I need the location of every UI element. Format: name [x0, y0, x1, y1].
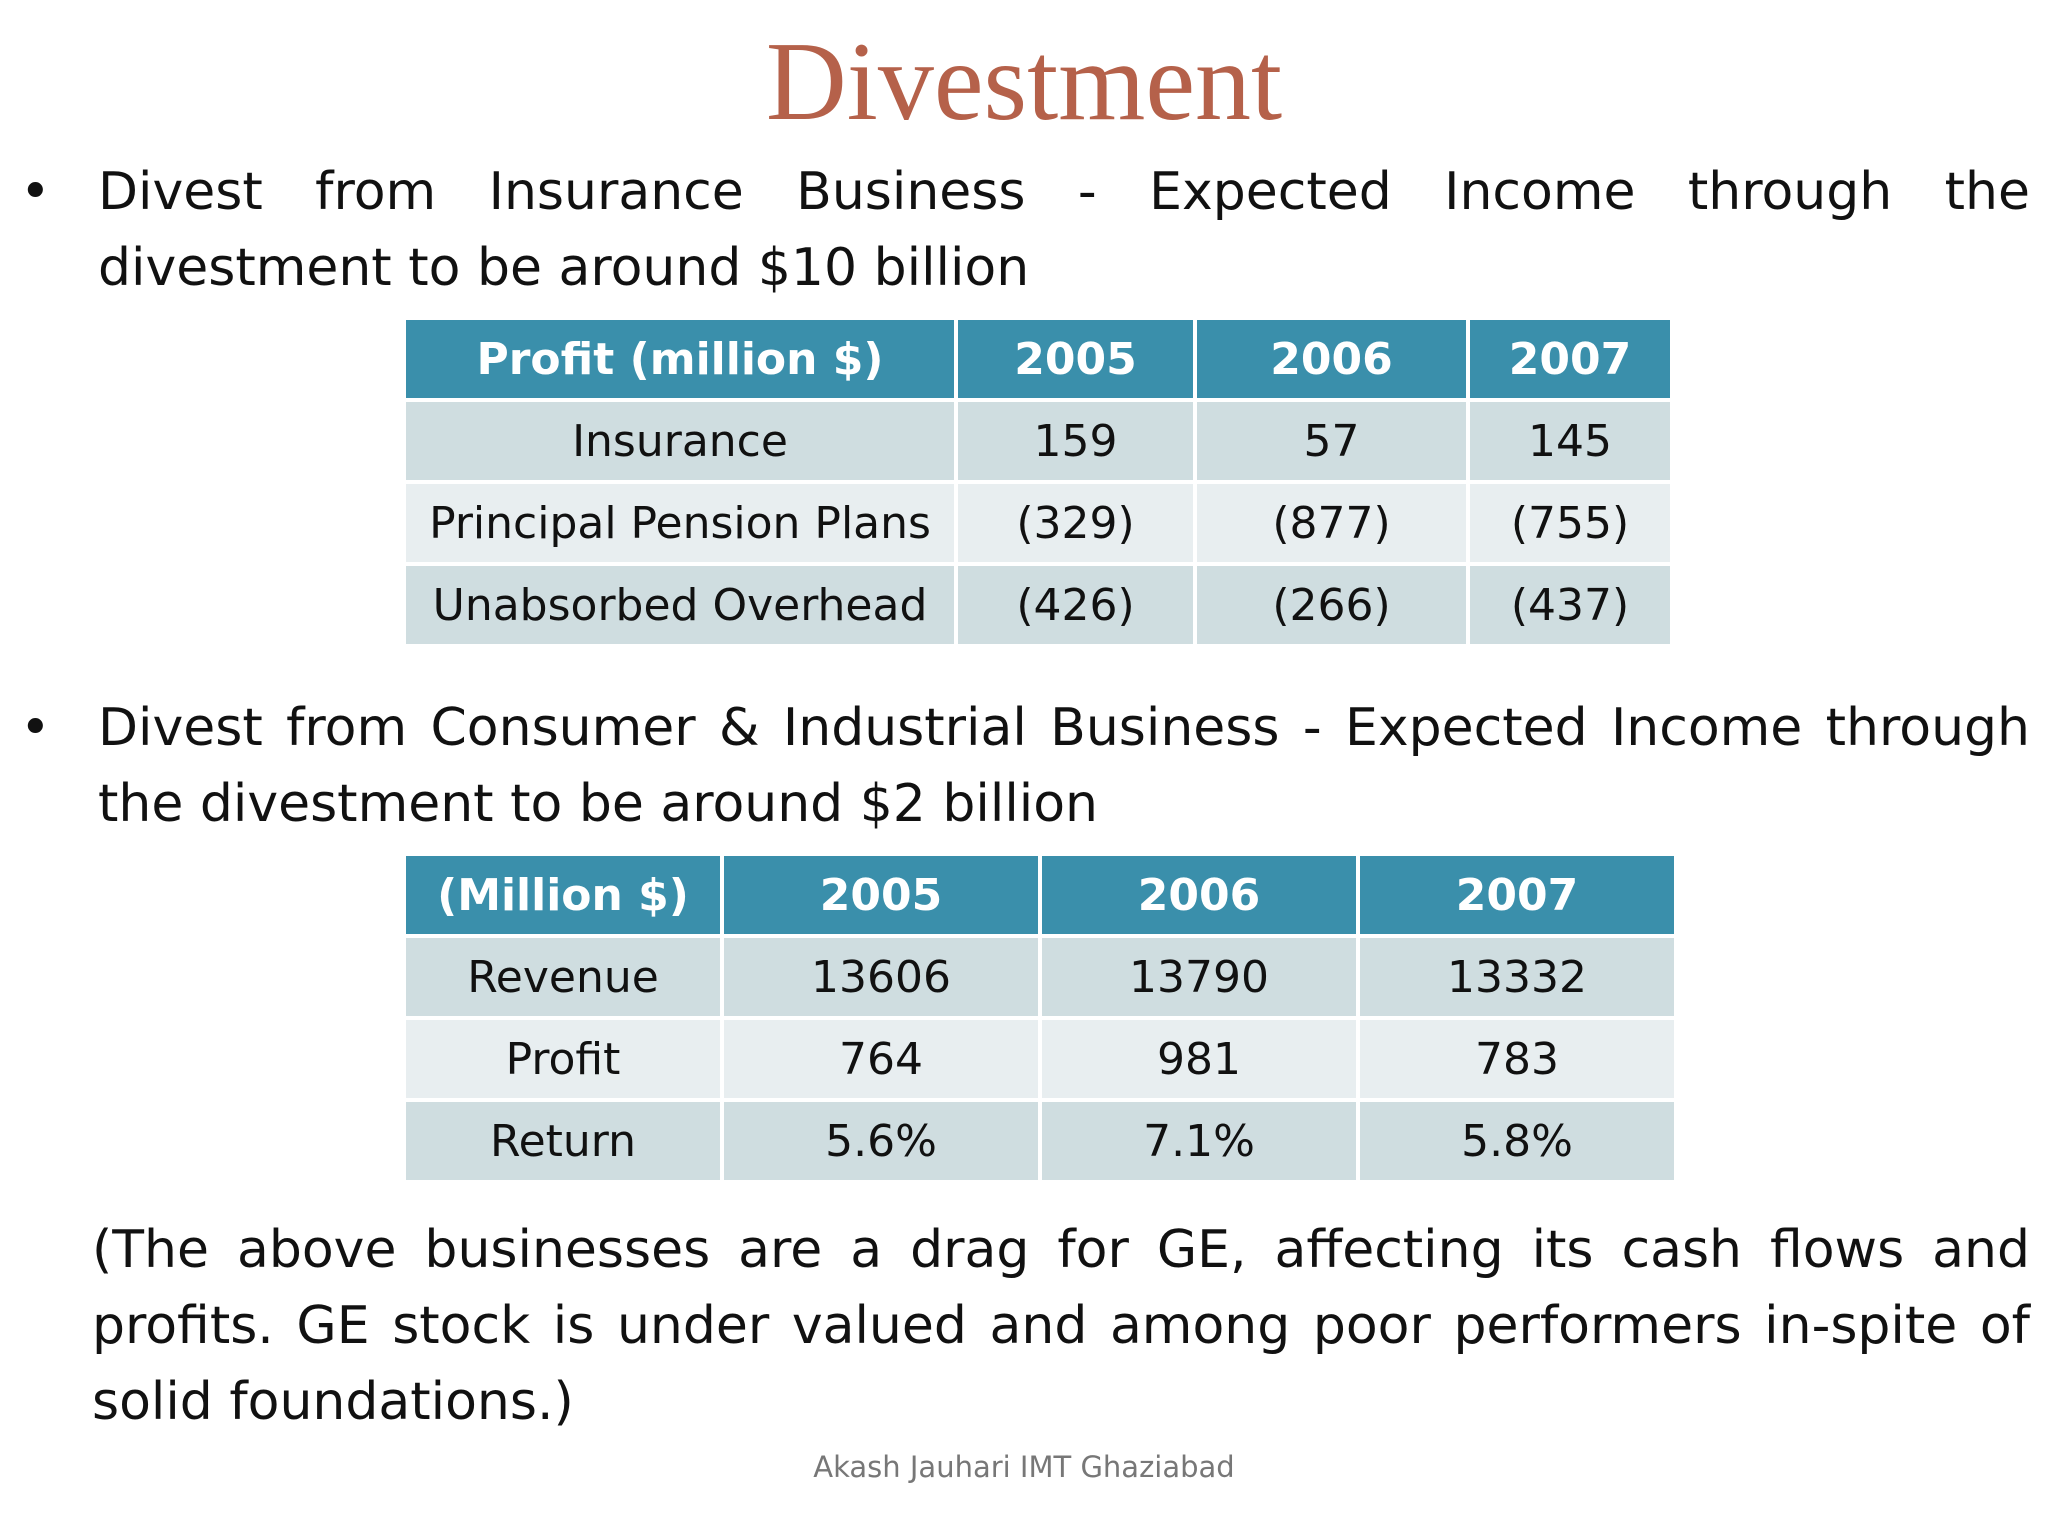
table-cell: Return	[406, 1102, 720, 1180]
insurance-profit-table: Profit (million $) 2005 2006 2007 Insura…	[402, 316, 1674, 648]
table-header-row: Profit (million $) 2005 2006 2007	[406, 320, 1670, 398]
table-cell: 5.6%	[724, 1102, 1038, 1180]
table-header-cell: 2005	[724, 856, 1038, 934]
table-row: Profit 764 981 783	[406, 1020, 1674, 1098]
bullet-marker: •	[20, 162, 51, 222]
table-cell: (266)	[1197, 566, 1466, 644]
table-row: Return 5.6% 7.1% 5.8%	[406, 1102, 1674, 1180]
closing-note: (The above businesses are a drag for GE,…	[92, 1220, 2030, 1432]
table-cell: 5.8%	[1360, 1102, 1674, 1180]
table-header-cell: 2005	[958, 320, 1193, 398]
table-cell: 159	[958, 402, 1193, 480]
table-cell: (755)	[1470, 484, 1670, 562]
table-header-cell: Profit (million $)	[406, 320, 954, 398]
table-cell: (437)	[1470, 566, 1670, 644]
table-cell: (329)	[958, 484, 1193, 562]
table-cell: Insurance	[406, 402, 954, 480]
consumer-industrial-table: (Million $) 2005 2006 2007 Revenue 13606…	[402, 852, 1678, 1184]
table-row: Unabsorbed Overhead (426) (266) (437)	[406, 566, 1670, 644]
table-cell: 13332	[1360, 938, 1674, 1016]
footer-attribution: Akash Jauhari IMT Ghaziabad	[813, 1450, 1235, 1484]
table-cell: 783	[1360, 1020, 1674, 1098]
table-cell: Profit	[406, 1020, 720, 1098]
table-cell: 145	[1470, 402, 1670, 480]
table-cell: Revenue	[406, 938, 720, 1016]
table-cell: (426)	[958, 566, 1193, 644]
table-header-cell: 2007	[1360, 856, 1674, 934]
table-cell: 7.1%	[1042, 1102, 1356, 1180]
table-header-cell: 2006	[1042, 856, 1356, 934]
table-row: Revenue 13606 13790 13332	[406, 938, 1674, 1016]
table-cell: (877)	[1197, 484, 1466, 562]
table-header-cell: 2006	[1197, 320, 1466, 398]
table-cell: Unabsorbed Overhead	[406, 566, 954, 644]
bullet-text-insurance: Divest from Insurance Business - Expecte…	[98, 162, 2030, 298]
table-cell: 13790	[1042, 938, 1356, 1016]
bullet-text-consumer-industrial: Divest from Consumer & Industrial Busine…	[98, 698, 2030, 834]
slide-title: Divestment	[765, 20, 1283, 144]
table-header-cell: 2007	[1470, 320, 1670, 398]
table-header-cell: (Million $)	[406, 856, 720, 934]
table-cell: Principal Pension Plans	[406, 484, 954, 562]
table-cell: 981	[1042, 1020, 1356, 1098]
bullet-marker: •	[20, 698, 51, 758]
table-cell: 13606	[724, 938, 1038, 1016]
table-row: Principal Pension Plans (329) (877) (755…	[406, 484, 1670, 562]
table-row: Insurance 159 57 145	[406, 402, 1670, 480]
table-cell: 57	[1197, 402, 1466, 480]
table-header-row: (Million $) 2005 2006 2007	[406, 856, 1674, 934]
table-cell: 764	[724, 1020, 1038, 1098]
